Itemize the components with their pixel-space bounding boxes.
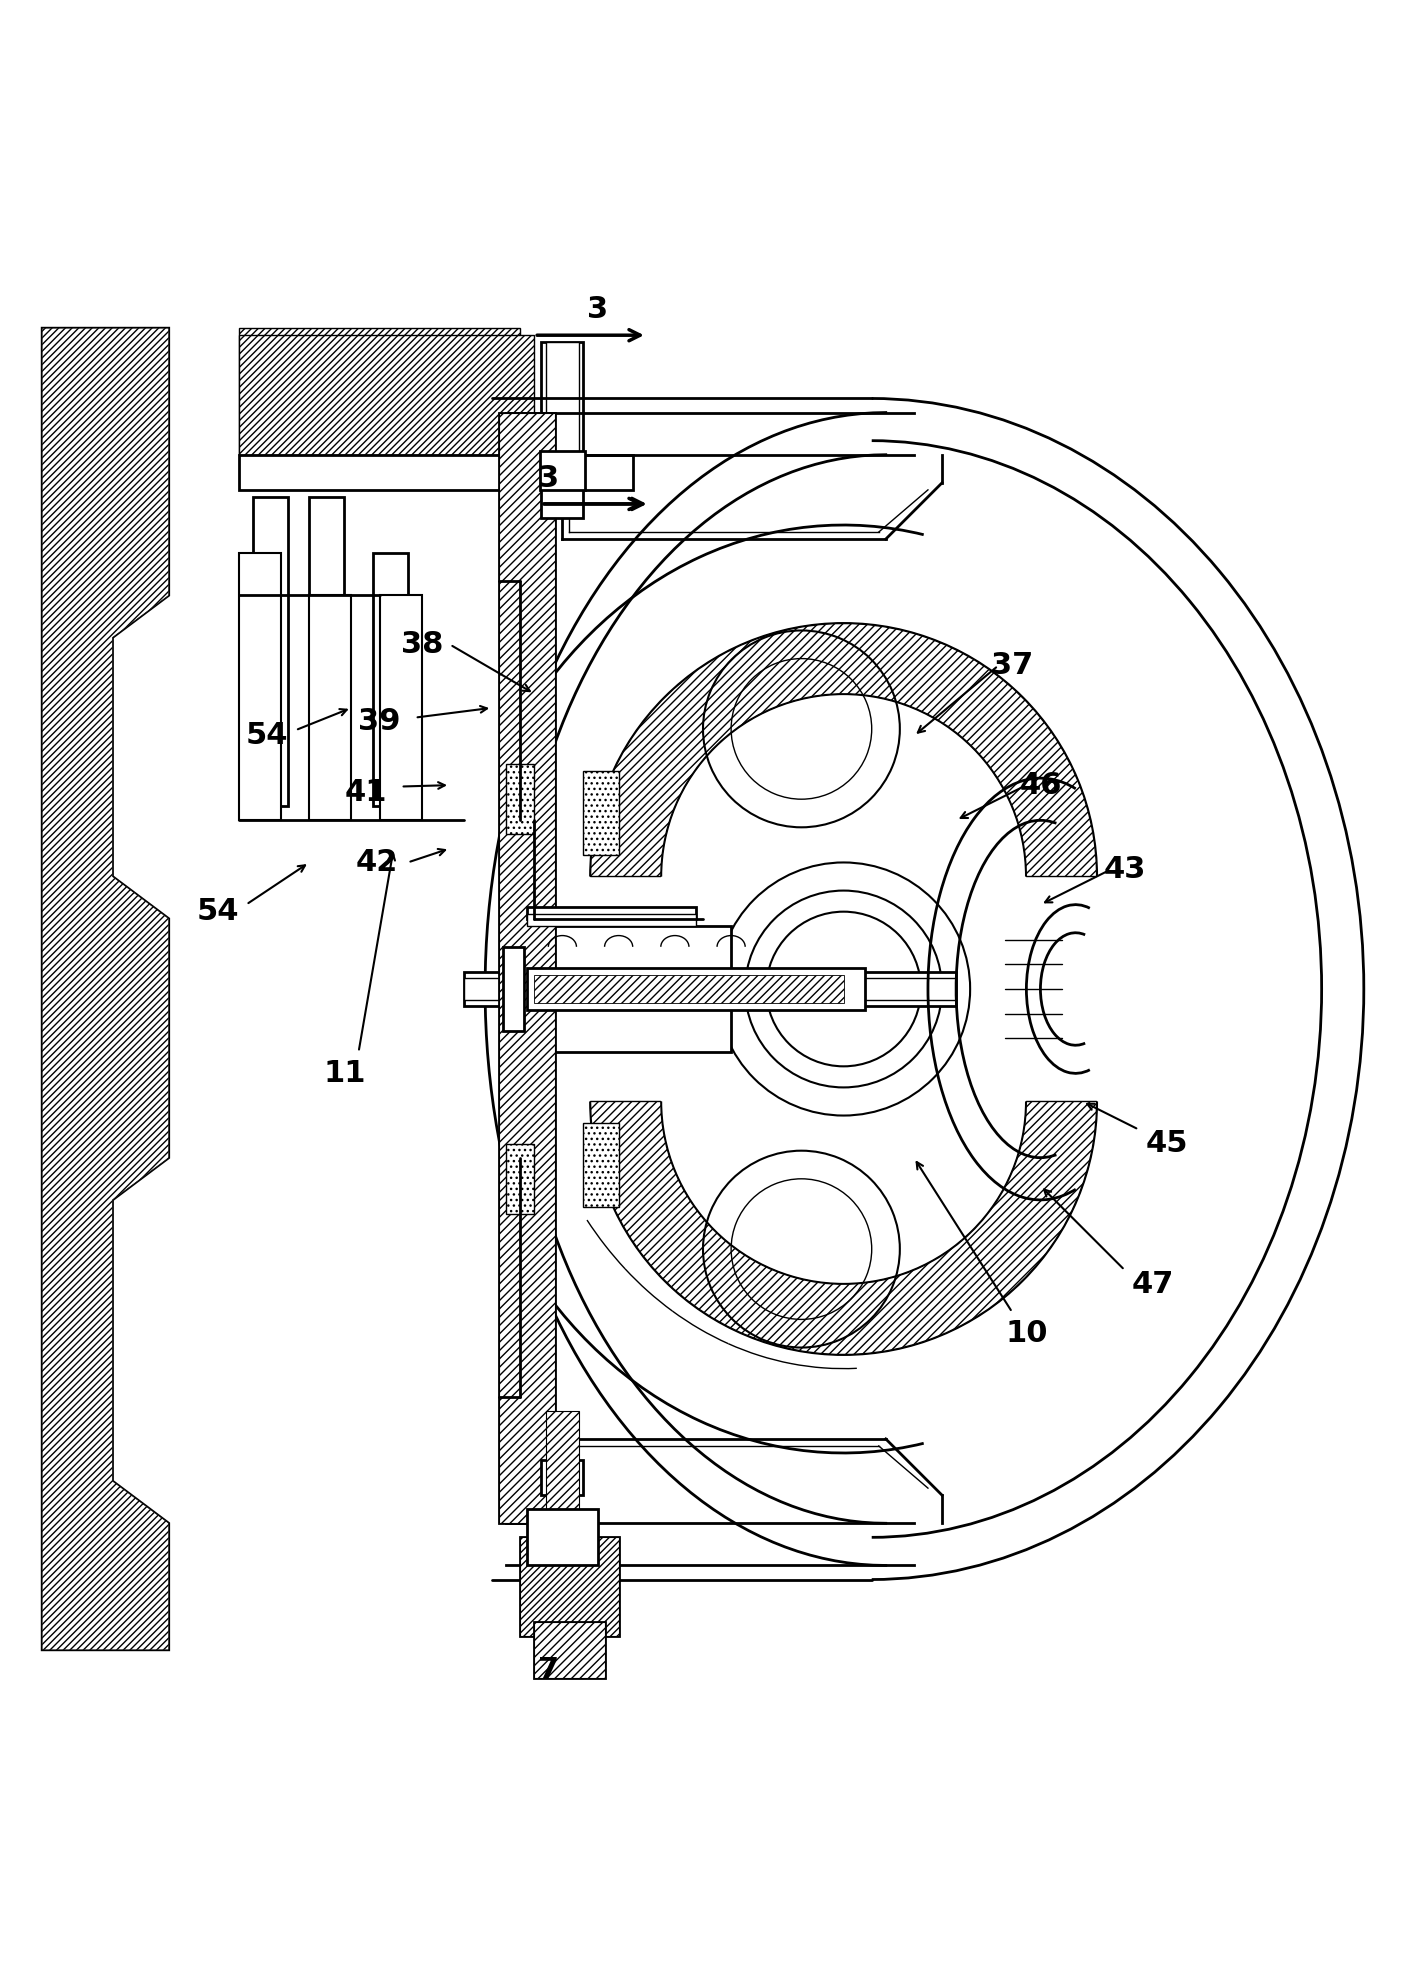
Bar [548, 926, 731, 1052]
Bar [239, 334, 534, 455]
Bar [530, 1517, 565, 1537]
Text: 54: 54 [197, 898, 239, 926]
Bar [541, 483, 583, 518]
Bar [534, 975, 844, 1003]
Bar [503, 947, 524, 1031]
Bar [239, 554, 281, 821]
Bar [380, 595, 422, 821]
Text: 45: 45 [1146, 1129, 1188, 1159]
Bar [506, 1143, 534, 1214]
Bar [464, 977, 956, 1001]
Text: 3: 3 [586, 295, 609, 324]
Bar [239, 328, 520, 455]
Text: 43: 43 [1104, 854, 1146, 884]
Bar [583, 771, 619, 854]
Text: 46: 46 [1019, 771, 1062, 799]
Text: 42: 42 [356, 849, 398, 876]
Text: 11: 11 [323, 1058, 366, 1088]
Text: 38: 38 [401, 631, 443, 659]
Bar [583, 1124, 619, 1207]
Bar [527, 1509, 598, 1565]
Text: 54: 54 [246, 722, 288, 750]
Bar [309, 595, 352, 821]
Bar [534, 1622, 605, 1677]
Bar [520, 1537, 619, 1636]
Bar [373, 554, 408, 807]
Bar [534, 1622, 605, 1677]
Bar [527, 914, 696, 926]
Text: 37: 37 [991, 651, 1033, 680]
Polygon shape [591, 1102, 1097, 1355]
Text: 3: 3 [537, 463, 560, 493]
Bar [520, 1537, 619, 1636]
Bar [239, 455, 633, 491]
Bar [546, 1410, 579, 1523]
Bar [541, 342, 583, 483]
Bar [527, 967, 865, 1011]
Text: 7: 7 [537, 1656, 560, 1685]
Text: 10: 10 [1005, 1319, 1047, 1347]
Text: 47: 47 [1132, 1270, 1174, 1300]
Bar [527, 908, 696, 918]
Bar [546, 342, 579, 483]
Bar [506, 764, 534, 835]
Bar [253, 496, 288, 807]
Bar [309, 496, 344, 807]
Bar [499, 413, 555, 1523]
Text: 39: 39 [359, 708, 401, 736]
Bar [541, 1460, 583, 1495]
Polygon shape [591, 623, 1097, 876]
Bar [540, 451, 585, 491]
Polygon shape [42, 328, 169, 1650]
Text: 41: 41 [344, 777, 387, 807]
Bar [499, 413, 555, 1523]
Bar [464, 971, 956, 1007]
Polygon shape [42, 328, 169, 1650]
